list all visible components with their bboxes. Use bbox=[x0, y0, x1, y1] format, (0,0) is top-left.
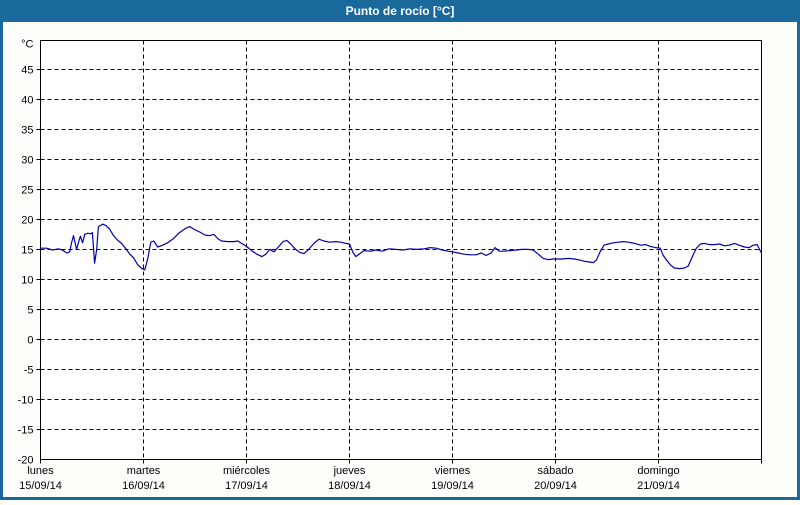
x-day-date-label: 17/09/14 bbox=[225, 480, 268, 492]
y-tick-label: -5 bbox=[24, 364, 34, 376]
x-day-name-label: miércoles bbox=[223, 465, 271, 477]
y-tick-label: 35 bbox=[21, 124, 33, 136]
y-tick-label: 25 bbox=[21, 184, 33, 196]
x-day-date-label: 19/09/14 bbox=[431, 480, 474, 492]
chart-title-bar: Punto de rocío [°C] bbox=[0, 0, 800, 22]
y-tick-label: 20 bbox=[21, 214, 33, 226]
y-tick-label: 5 bbox=[27, 304, 33, 316]
y-tick-label: -15 bbox=[18, 424, 34, 436]
x-day-name-label: viernes bbox=[435, 465, 471, 477]
x-day-name-label: lunes bbox=[27, 465, 54, 477]
y-tick-label: 0 bbox=[27, 334, 33, 346]
x-day-date-label: 15/09/14 bbox=[19, 480, 62, 492]
x-day-date-label: 20/09/14 bbox=[534, 480, 577, 492]
y-tick-label: 40 bbox=[21, 94, 33, 106]
y-tick-label: 15 bbox=[21, 244, 33, 256]
dew-point-series-line bbox=[39, 223, 763, 271]
y-tick-label: -10 bbox=[18, 394, 34, 406]
chart-title: Punto de rocío [°C] bbox=[345, 4, 455, 18]
x-day-name-label: jueves bbox=[333, 465, 366, 477]
x-day-date-label: 21/09/14 bbox=[637, 480, 680, 492]
y-tick-label: 30 bbox=[21, 154, 33, 166]
y-axis-unit-label: °C bbox=[21, 39, 33, 51]
x-day-name-label: sábado bbox=[537, 465, 573, 477]
y-tick-label: 10 bbox=[21, 274, 33, 286]
x-day-name-label: domingo bbox=[637, 465, 679, 477]
y-tick-label: 45 bbox=[21, 64, 33, 76]
x-day-date-label: 16/09/14 bbox=[122, 480, 165, 492]
x-day-date-label: 18/09/14 bbox=[328, 480, 371, 492]
x-day-name-label: martes bbox=[127, 465, 161, 477]
y-tick-label: -20 bbox=[18, 455, 34, 467]
